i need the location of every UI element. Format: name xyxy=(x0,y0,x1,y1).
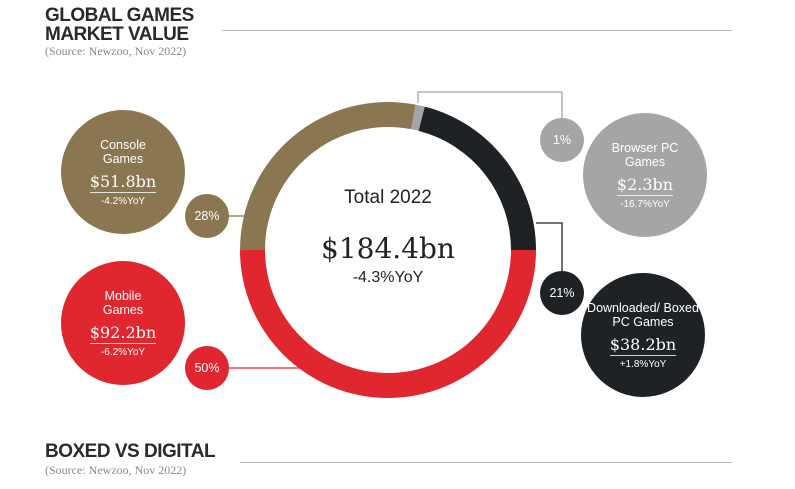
total-yoy: -4.3%YoY xyxy=(352,269,424,286)
title-line-2: MARKET VALUE xyxy=(45,24,189,45)
bubble-console: Console Games $51.8bn -4.2%YoY xyxy=(61,110,185,234)
donut-segment-browser-pc-games xyxy=(411,104,425,131)
section-rule xyxy=(240,462,732,463)
pct-downloaded: 21% xyxy=(540,271,584,315)
browser-label: Browser PC Games xyxy=(611,140,679,169)
donut-segment-console-games xyxy=(240,101,416,250)
header-rule xyxy=(222,30,732,31)
connector-browser xyxy=(417,91,563,118)
donut-segment-mobile-games xyxy=(240,250,536,398)
title-line-1: GLOBAL GAMES xyxy=(45,5,194,26)
pct-browser: 1% xyxy=(540,118,584,162)
total-value: $184.4bn xyxy=(321,232,455,265)
mobile-yoy: -6.2%YoY xyxy=(100,346,146,358)
pct-mobile: 50% xyxy=(185,346,229,390)
console-label: Console Games xyxy=(100,137,146,166)
bubble-browser: Browser PC Games $2.3bn -16.7%YoY xyxy=(583,113,707,237)
source-note: (Source: Newzoo, Nov 2022) xyxy=(45,44,187,58)
browser-yoy: -16.7%YoY xyxy=(620,198,670,210)
mobile-label: Mobile Games xyxy=(102,288,144,317)
mobile-value: $92.2bn xyxy=(89,322,157,344)
downloaded-value: $38.2bn xyxy=(609,334,677,356)
bubble-mobile: Mobile Games $92.2bn -6.2%YoY xyxy=(61,261,185,385)
downloaded-yoy: +1.8%YoY xyxy=(619,358,667,370)
bubble-downloaded: Downloaded/ Boxed PC Games $38.2bn +1.8%… xyxy=(581,273,705,397)
pct-console: 28% xyxy=(185,194,229,238)
console-yoy: -4.2%YoY xyxy=(100,195,146,207)
downloaded-label: Downloaded/ Boxed PC Games xyxy=(587,300,699,329)
section-title: BOXED VS DIGITAL xyxy=(45,441,216,462)
total-label: Total 2022 xyxy=(344,187,432,208)
console-value: $51.8bn xyxy=(89,171,157,193)
connector-downloaded xyxy=(536,222,563,272)
browser-value: $2.3bn xyxy=(616,174,674,196)
section-source: (Source: Newzoo, Nov 2022) xyxy=(45,463,187,477)
donut-segment-downloaded-boxed-pc-games xyxy=(418,106,536,250)
